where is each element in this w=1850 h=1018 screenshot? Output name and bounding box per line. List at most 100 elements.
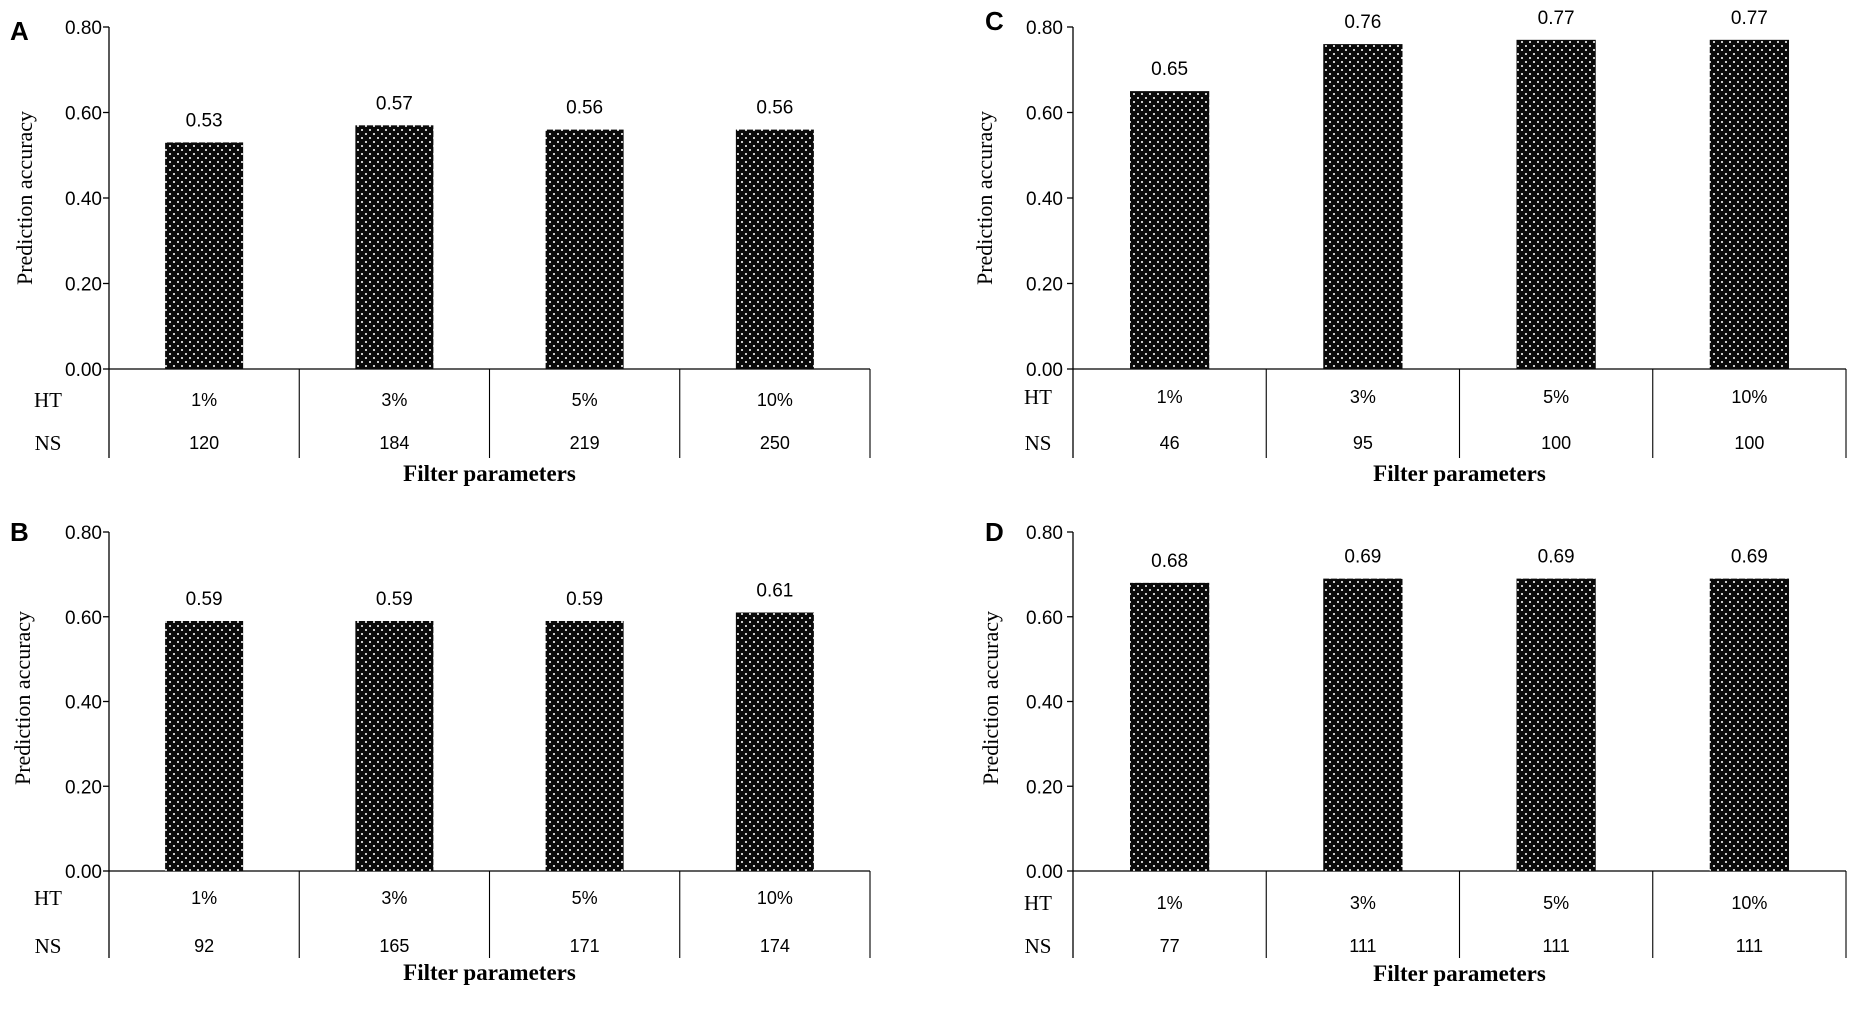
table-row-header-ns: NS <box>1025 431 1052 455</box>
bar-value-label: 0.76 <box>1344 12 1381 33</box>
y-tick-label: 0.80 <box>1026 18 1063 39</box>
table-cell-ht: 10% <box>1731 387 1767 407</box>
bar <box>165 620 244 871</box>
bar-value-label: 0.57 <box>376 93 413 114</box>
y-tick-label: 0.40 <box>65 693 102 714</box>
bar <box>735 129 814 369</box>
bar <box>1709 39 1789 369</box>
table-cell-ns: 120 <box>189 433 219 453</box>
y-tick-label: 0.00 <box>1026 862 1063 883</box>
table-cell-ns: 100 <box>1541 433 1571 453</box>
y-tick-label: 0.40 <box>1026 189 1063 210</box>
table-cell-ht: 10% <box>757 888 793 908</box>
table-cell-ht: 1% <box>1157 893 1183 913</box>
table-cell-ns: 174 <box>760 936 790 956</box>
bar <box>735 612 814 871</box>
table-cell-ns: 111 <box>1542 936 1569 956</box>
bar <box>1130 582 1210 871</box>
bar <box>355 620 434 871</box>
bar-value-label: 0.77 <box>1731 8 1768 29</box>
chart-panel-a: A 0.00 0.20 0.40 0.60 0.80 Prediction accuracy… <box>10 16 871 486</box>
panel-letter: D <box>985 517 1004 547</box>
chart-panel-c: C 0.00 0.20 0.40 0.60 0.80 Prediction accuracy… <box>972 6 1847 486</box>
table-row-header-ht: HT <box>1024 385 1052 409</box>
table-row-header-ns: NS <box>1025 934 1052 958</box>
bar-value-label: 0.77 <box>1538 8 1575 29</box>
table-cell-ht: 10% <box>1731 893 1767 913</box>
table-cell-ns: 171 <box>570 936 600 956</box>
bar <box>1323 44 1403 369</box>
table-row-header-ht: HT <box>34 388 62 412</box>
table-cell-ht: 5% <box>572 888 598 908</box>
bar-value-label: 0.68 <box>1151 551 1188 572</box>
y-tick-label: 0.60 <box>1026 608 1063 629</box>
table-row-header-ht: HT <box>34 886 62 910</box>
bar-value-label: 0.53 <box>186 110 223 131</box>
table-cell-ns: 219 <box>570 433 600 453</box>
bar <box>355 125 434 369</box>
bar <box>165 142 244 369</box>
y-tick-label: 0.00 <box>65 360 102 381</box>
bar <box>1516 39 1596 369</box>
y-axis-title: Prediction accuracy <box>10 611 35 785</box>
y-tick-label: 0.60 <box>65 104 102 125</box>
bar-value-label: 0.65 <box>1151 59 1188 80</box>
y-tick-label: 0.80 <box>1026 523 1063 544</box>
table-cell-ht: 5% <box>1543 893 1569 913</box>
bar-value-label: 0.59 <box>566 589 603 610</box>
table-row-header-ht: HT <box>1024 891 1052 915</box>
bar <box>1130 91 1210 369</box>
table-cell-ns: 165 <box>379 936 409 956</box>
y-tick-label: 0.20 <box>65 275 102 296</box>
panel-letter: B <box>10 517 29 547</box>
y-axis-title: Prediction accuracy <box>972 111 997 285</box>
bar <box>1323 578 1403 871</box>
x-axis-title: Filter parameters <box>403 461 576 486</box>
x-axis-title: Filter parameters <box>403 960 576 985</box>
y-axis-title: Prediction accuracy <box>12 111 37 285</box>
table-cell-ht: 3% <box>381 888 407 908</box>
y-tick-label: 0.40 <box>1026 693 1063 714</box>
table-cell-ht: 1% <box>191 390 217 410</box>
y-tick-label: 0.20 <box>65 777 102 798</box>
y-tick-label: 0.60 <box>65 608 102 629</box>
table-cell-ns: 92 <box>194 936 214 956</box>
table-cell-ht: 5% <box>572 390 598 410</box>
y-tick-label: 0.80 <box>65 523 102 544</box>
table-cell-ns: 95 <box>1353 433 1373 453</box>
bar-value-label: 0.69 <box>1538 547 1575 568</box>
panel-letter: C <box>985 6 1004 36</box>
bar <box>545 129 624 369</box>
table-cell-ht: 1% <box>1157 387 1183 407</box>
y-tick-label: 0.20 <box>1026 275 1063 296</box>
bar-value-label: 0.56 <box>756 98 793 119</box>
bar-value-label: 0.59 <box>186 589 223 610</box>
table-cell-ns: 111 <box>1349 936 1376 956</box>
table-cell-ns: 77 <box>1160 936 1180 956</box>
table-cell-ns: 250 <box>760 433 790 453</box>
y-tick-label: 0.40 <box>65 189 102 210</box>
bar-value-label: 0.61 <box>756 581 793 602</box>
table-cell-ns: 111 <box>1736 936 1763 956</box>
table-row-header-ns: NS <box>35 431 62 455</box>
table-cell-ht: 3% <box>1350 387 1376 407</box>
chart-panel-b: B 0.00 0.20 0.40 0.60 0.80 Prediction accuracy… <box>10 517 871 985</box>
table-row-header-ns: NS <box>35 934 62 958</box>
x-axis-title: Filter parameters <box>1373 961 1546 986</box>
bar <box>545 620 624 871</box>
table-cell-ns: 46 <box>1160 433 1180 453</box>
bar <box>1516 578 1596 871</box>
table-cell-ns: 100 <box>1734 433 1764 453</box>
y-tick-label: 0.60 <box>1026 104 1063 125</box>
bar <box>1709 578 1789 871</box>
y-tick-label: 0.00 <box>65 862 102 883</box>
bar-value-label: 0.56 <box>566 98 603 119</box>
bar-value-label: 0.59 <box>376 589 413 610</box>
table-cell-ht: 5% <box>1543 387 1569 407</box>
panel-letter: A <box>10 16 29 46</box>
chart-panel-d: D 0.00 0.20 0.40 0.60 0.80 Prediction accuracy… <box>978 517 1847 986</box>
table-cell-ht: 1% <box>191 888 217 908</box>
y-axis-title: Prediction accuracy <box>978 611 1003 785</box>
